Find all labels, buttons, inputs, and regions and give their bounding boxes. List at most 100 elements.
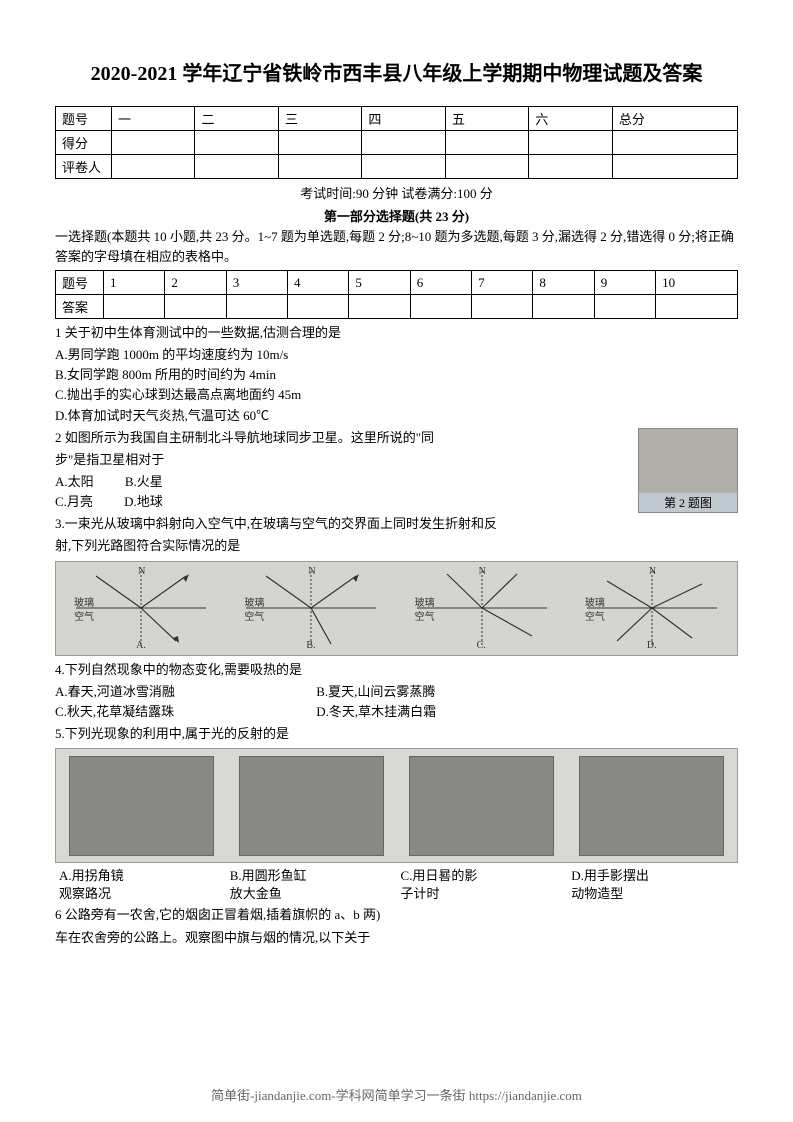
q6-line1: 6 公路旁有一农舍,它的烟囱正冒着烟,插着旗帜的 a、b 两) xyxy=(55,905,738,925)
cell xyxy=(195,155,278,179)
cell: 答案 xyxy=(56,295,104,319)
q1-opt-b: B.女同学跑 800m 所用的时间约为 4min xyxy=(55,365,738,385)
table-row: 题号 一 二 三 四 五 六 总分 xyxy=(56,107,738,131)
cell: 评卷人 xyxy=(56,155,112,179)
cell: 4 xyxy=(288,271,349,295)
cell xyxy=(612,131,737,155)
cell xyxy=(529,131,612,155)
q1-stem: 1 关于初中生体育测试中的一些数据,估测合理的是 xyxy=(55,323,738,343)
q5-a2: 观察路况 xyxy=(59,885,222,903)
cell xyxy=(410,295,471,319)
q1-opt-d: D.体育加试时天气炎热,气温可达 60℃ xyxy=(55,406,738,426)
section-title: 第一部分选择题(共 23 分) xyxy=(55,206,738,225)
q5-images xyxy=(55,748,738,863)
cell xyxy=(362,131,445,155)
q5-b2: 放大金鱼 xyxy=(230,885,393,903)
page-footer: 简单街-jiandanjie.com-学科网简单学习一条街 https://ji… xyxy=(0,1085,793,1104)
label-mat2: 空气 xyxy=(74,608,94,623)
cell: 六 xyxy=(529,107,612,131)
q5-d1: D.用手影摆出 xyxy=(571,867,734,885)
q1-opt-c: C.抛出手的实心球到达最高点离地面约 45m xyxy=(55,385,738,405)
q4-opt-a: A.春天,河道冰雪消融 xyxy=(55,682,285,702)
q2-options-row1: A.太阳 B.火星 xyxy=(55,472,738,492)
cell: 1 xyxy=(104,271,165,295)
q2-opt-b: B.火星 xyxy=(125,472,163,492)
cell: 五 xyxy=(445,107,528,131)
ray-diagram-a: N 玻璃 空气 A. xyxy=(66,566,216,651)
q5-d2: 动物造型 xyxy=(571,885,734,903)
label-n: N xyxy=(138,566,145,577)
cell xyxy=(112,131,195,155)
cell xyxy=(362,155,445,179)
label-mat1: 玻璃 xyxy=(585,594,605,609)
q2-opt-d: D.地球 xyxy=(124,492,163,512)
cell: 得分 xyxy=(56,131,112,155)
cell xyxy=(472,295,533,319)
q5-c2: 子计时 xyxy=(401,885,564,903)
exam-info: 考试时间:90 分钟 试卷满分:100 分 xyxy=(55,183,738,202)
q2-opt-c: C.月亮 xyxy=(55,492,93,512)
q2-opt-a: A.太阳 xyxy=(55,472,94,492)
cell: 6 xyxy=(410,271,471,295)
q5-b1: B.用圆形鱼缸 xyxy=(230,867,393,885)
label-a: A. xyxy=(136,640,146,651)
q5-a1: A.用拐角镜 xyxy=(59,867,222,885)
cell: 题号 xyxy=(56,271,104,295)
label-mat2: 空气 xyxy=(244,608,264,623)
q4-opt-c: C.秋天,花草凝结露珠 xyxy=(55,702,285,722)
label-mat1: 玻璃 xyxy=(74,594,94,609)
cell: 3 xyxy=(226,271,287,295)
q4-options: A.春天,河道冰雪消融 B.夏天,山间云雾蒸腾 C.秋天,花草凝结露珠 D.冬天… xyxy=(55,682,738,722)
exam-title: 2020-2021 学年辽宁省铁岭市西丰县八年级上学期期中物理试题及答案 xyxy=(55,60,738,88)
score-table: 题号 一 二 三 四 五 六 总分 得分 评卷人 xyxy=(55,106,738,179)
answer-table: 题号 1 2 3 4 5 6 7 8 9 10 答案 xyxy=(55,270,738,319)
cell xyxy=(612,155,737,179)
cell: 总分 xyxy=(612,107,737,131)
label-mat1: 玻璃 xyxy=(244,594,264,609)
q5-opt-a: A.用拐角镜 观察路况 xyxy=(55,867,226,903)
label-mat2: 空气 xyxy=(415,608,435,623)
q4-opt-d: D.冬天,草木挂满白霜 xyxy=(316,702,436,722)
q3-stem2: 射,下列光路图符合实际情况的是 xyxy=(55,536,738,556)
cell xyxy=(278,131,361,155)
q5-img-c xyxy=(409,756,554,856)
cell xyxy=(278,155,361,179)
q1-opt-a: A.男同学跑 1000m 的平均速度约为 10m/s xyxy=(55,345,738,365)
q6-line2: 车在农舍旁的公路上。观察图中旗与烟的情况,以下关于 xyxy=(55,928,738,948)
cell xyxy=(445,155,528,179)
label-n: N xyxy=(308,566,315,577)
ray-diagram-b: N 玻璃 空气 B. xyxy=(236,566,386,651)
cell: 题号 xyxy=(56,107,112,131)
q5-options: A.用拐角镜 观察路况 B.用圆形鱼缸 放大金鱼 C.用日晷的影 子计时 D.用… xyxy=(55,867,738,903)
label-mat1: 玻璃 xyxy=(415,594,435,609)
q2-options-row2: C.月亮 D.地球 xyxy=(55,492,738,512)
ray-diagram-c: N 玻璃 空气 C. xyxy=(407,566,557,651)
q5-img-d xyxy=(579,756,724,856)
q3-diagrams: N 玻璃 空气 A. N 玻璃 空气 B. N 玻璃 空气 C. xyxy=(55,561,738,656)
cell xyxy=(656,295,738,319)
q2-caption: 第 2 题图 xyxy=(639,493,737,512)
q5-opt-b: B.用圆形鱼缸 放大金鱼 xyxy=(226,867,397,903)
q5-stem: 5.下列光现象的利用中,属于光的反射的是 xyxy=(55,724,738,744)
q4-stem: 4.下列自然现象中的物态变化,需要吸热的是 xyxy=(55,660,738,680)
table-row: 题号 1 2 3 4 5 6 7 8 9 10 xyxy=(56,271,738,295)
cell: 8 xyxy=(533,271,594,295)
q5-img-b xyxy=(239,756,384,856)
cell xyxy=(195,131,278,155)
ray-diagram-d: N 玻璃 空气 D. xyxy=(577,566,727,651)
label-b: B. xyxy=(306,640,315,651)
q5-img-a xyxy=(69,756,214,856)
cell: 2 xyxy=(165,271,226,295)
q5-opt-c: C.用日晷的影 子计时 xyxy=(397,867,568,903)
q2-figure: 第 2 题图 xyxy=(638,428,738,513)
table-row: 评卷人 xyxy=(56,155,738,179)
cell: 一 xyxy=(112,107,195,131)
instructions: 一选择题(本题共 10 小题,共 23 分。1~7 题为单选题,每题 2 分;8… xyxy=(55,227,738,266)
label-n: N xyxy=(479,566,486,577)
cell xyxy=(226,295,287,319)
cell xyxy=(165,295,226,319)
label-c: C. xyxy=(477,640,486,651)
q1-options: A.男同学跑 1000m 的平均速度约为 10m/s B.女同学跑 800m 所… xyxy=(55,345,738,426)
cell xyxy=(112,155,195,179)
label-n: N xyxy=(649,566,656,577)
